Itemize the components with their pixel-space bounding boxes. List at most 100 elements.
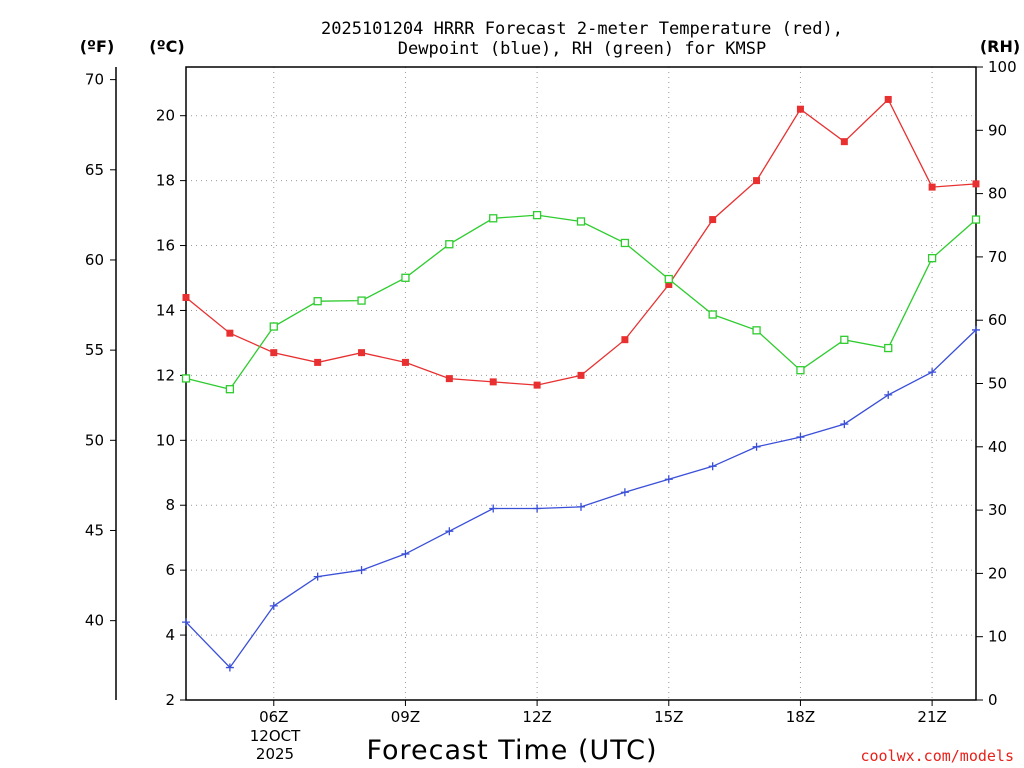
chart-title-line-2: Dewpoint (blue), RH (green) for KMSP	[398, 39, 766, 59]
2-meter-temperature-point	[621, 336, 629, 344]
fahrenheit-tick-label: 55	[85, 341, 104, 359]
2-meter-temperature-point	[445, 375, 453, 383]
dewpoint-point	[664, 475, 673, 484]
dewpoint-point	[445, 527, 454, 536]
plot-frame	[185, 66, 977, 701]
2-meter-temperature-point	[972, 180, 980, 188]
rh-point	[840, 335, 849, 344]
date-label-day: 12OCT	[250, 727, 301, 745]
date-label-year: 2025	[256, 745, 294, 763]
dewpoint-point	[972, 325, 980, 334]
2-meter-temperature-point	[928, 183, 936, 191]
dewpoint-point	[182, 618, 190, 627]
celsius-tick-label: 12	[156, 366, 175, 384]
chart-title-line-1: 2025101204 HRRR Forecast 2-meter Tempera…	[321, 19, 843, 39]
2-meter-temperature-point	[314, 358, 322, 366]
rh-point	[269, 322, 278, 331]
2-meter-temperature-point	[226, 329, 234, 337]
2-meter-temperature-point	[489, 378, 497, 386]
2-meter-temperature-point	[840, 138, 848, 146]
2-meter-temperature-point	[182, 293, 190, 301]
celsius-tick-label: 20	[156, 107, 175, 125]
fahrenheit-unit-label: (ºF)	[80, 37, 115, 56]
rh-point	[225, 385, 235, 394]
dewpoint-line	[185, 329, 977, 669]
dewpoint-point	[840, 420, 849, 429]
rh-point	[664, 274, 673, 284]
fahrenheit-tick-label: 60	[85, 251, 104, 269]
rh-tick-label: 10	[988, 628, 1007, 646]
rh-point	[752, 326, 761, 335]
dewpoint-point	[708, 462, 717, 471]
dewpoint-point	[357, 566, 366, 575]
celsius-tick-label: 16	[156, 237, 175, 255]
axes: 2 4 6 8 10 12 14 16 18 20 40 45 50 55 60 65 70 0 10 20 30 40 5…	[85, 58, 1017, 726]
rh-point	[576, 217, 586, 226]
2-meter-temperature-point	[533, 381, 541, 389]
fahrenheit-tick-label: 50	[85, 431, 104, 449]
dewpoint-point	[269, 601, 278, 610]
rh-tick-label: 0	[988, 691, 998, 709]
data-series	[181, 95, 981, 672]
dewpoint-point	[401, 549, 410, 558]
rh-tick-label: 100	[988, 58, 1017, 76]
dewpoint-point	[928, 368, 937, 377]
rh-tick-label: 50	[988, 375, 1007, 393]
celsius-tick-label: 10	[156, 431, 175, 449]
rh-point	[401, 273, 410, 282]
rh-point	[796, 366, 805, 375]
2-meter-temperature-point	[270, 349, 278, 357]
rh-point	[927, 254, 937, 263]
celsius-tick-label: 14	[156, 301, 175, 319]
2-meter-temperature-point	[884, 95, 892, 103]
dewpoint-point	[489, 504, 498, 513]
rh-line	[185, 214, 977, 390]
rh-unit-label: (RH)	[980, 37, 1020, 56]
celsius-tick-label: 18	[156, 172, 175, 190]
rh-tick-label: 90	[988, 121, 1007, 139]
x-tick-label: 12Z	[522, 708, 551, 726]
rh-tick-label: 80	[988, 185, 1007, 203]
2-meter-temperature-point	[358, 349, 366, 357]
rh-point	[445, 240, 454, 249]
rh-tick-label: 40	[988, 438, 1007, 456]
celsius-tick-label: 2	[165, 691, 175, 709]
celsius-tick-label: 6	[165, 561, 175, 579]
dewpoint-point	[752, 442, 761, 451]
rh-point	[313, 297, 322, 306]
fahrenheit-tick-label: 65	[85, 161, 104, 179]
rh-point	[620, 238, 630, 248]
rh-point	[181, 374, 191, 383]
fahrenheit-tick-label: 70	[85, 71, 104, 89]
dewpoint-point	[884, 390, 893, 399]
fahrenheit-tick-label: 40	[85, 612, 104, 630]
celsius-tick-label: 4	[165, 626, 175, 644]
celsius-tick-label: 8	[165, 496, 175, 514]
fahrenheit-tick-label: 45	[85, 521, 104, 539]
dewpoint-point	[313, 572, 322, 581]
celsius-unit-label: (ºC)	[149, 37, 184, 56]
2-meter-temperature-point	[796, 105, 804, 113]
rh-point	[532, 210, 542, 220]
dewpoint-point	[577, 502, 585, 511]
x-tick-label: 15Z	[654, 708, 683, 726]
2-meter-temperature-point	[401, 358, 409, 366]
dewpoint-point	[620, 488, 629, 497]
x-axis-title: Forecast Time (UTC)	[366, 735, 657, 766]
grid-lines	[186, 67, 976, 700]
dewpoint-point	[533, 504, 542, 513]
rh-point	[489, 214, 498, 223]
rh-tick-label: 20	[988, 564, 1007, 582]
2-meter-temperature-point	[577, 371, 585, 379]
rh-point	[708, 310, 717, 319]
x-tick-label: 09Z	[391, 708, 420, 726]
rh-tick-label: 30	[988, 501, 1007, 519]
dewpoint-point	[225, 663, 234, 672]
x-tick-label: 21Z	[917, 708, 946, 726]
x-tick-label: 18Z	[786, 708, 815, 726]
rh-point	[357, 296, 366, 305]
rh-tick-label: 70	[988, 248, 1007, 266]
dewpoint-point	[796, 433, 805, 442]
rh-point	[884, 343, 893, 353]
